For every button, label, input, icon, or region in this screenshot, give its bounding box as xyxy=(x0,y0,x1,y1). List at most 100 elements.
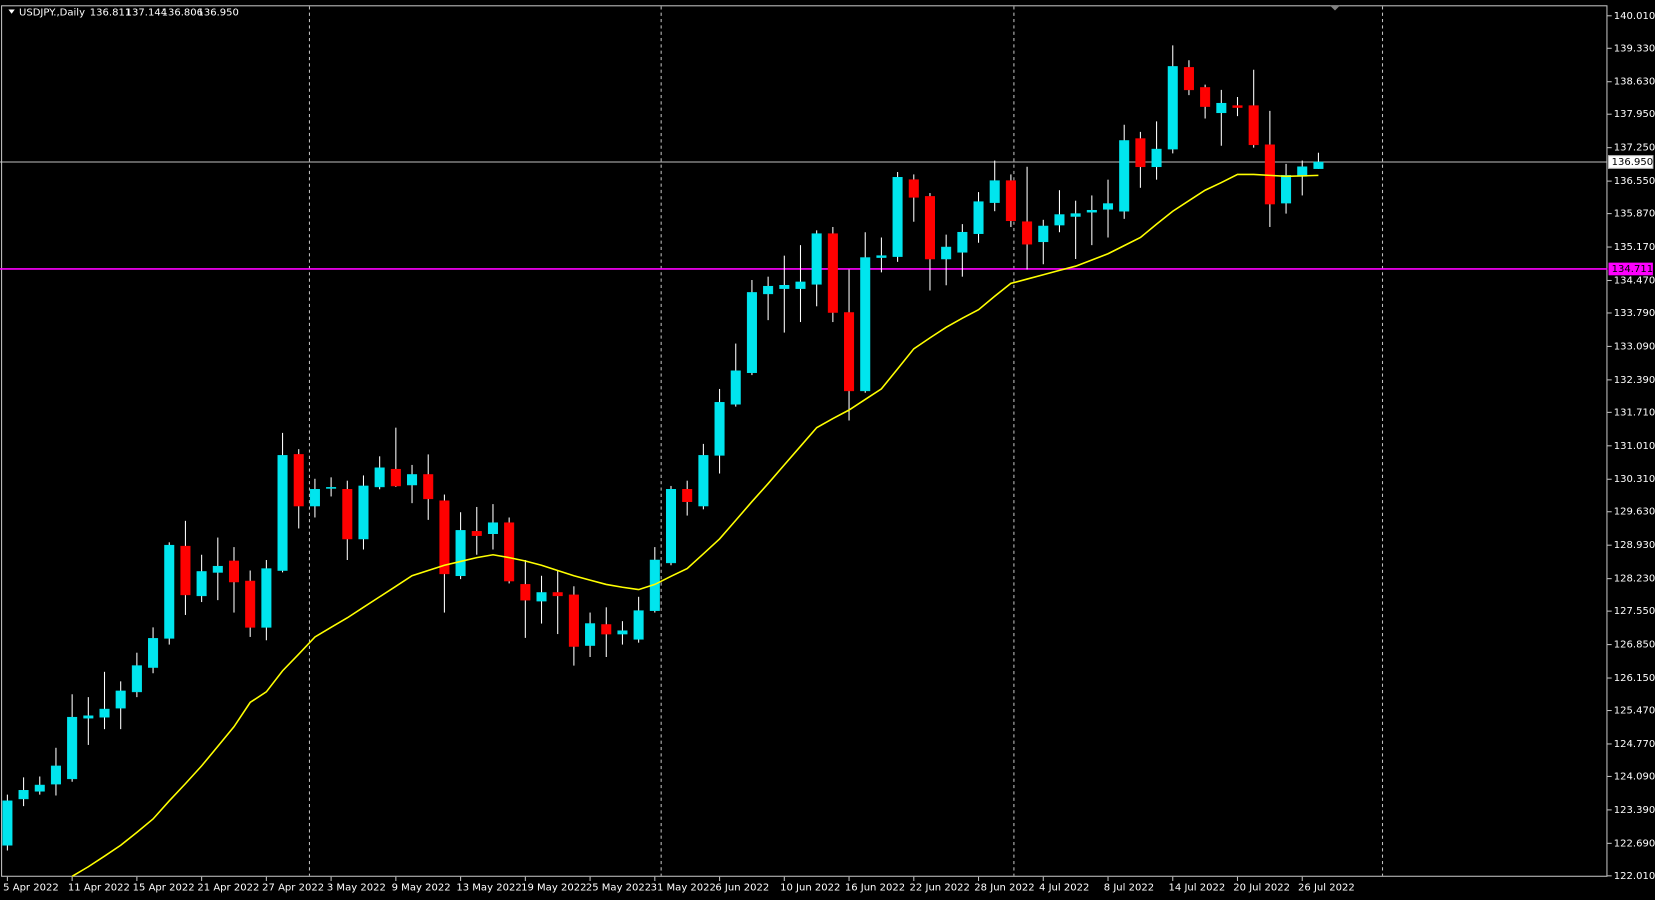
candle-body xyxy=(228,560,240,583)
candle-body xyxy=(714,402,725,456)
x-tick-label: 10 Jun 2022 xyxy=(780,882,840,893)
y-tick-label: 136.550 xyxy=(1614,176,1655,187)
candle-body xyxy=(1022,221,1033,245)
y-tick-label: 125.470 xyxy=(1614,706,1655,717)
x-tick-label: 19 May 2022 xyxy=(521,882,586,893)
x-tick-label: 13 May 2022 xyxy=(456,882,521,893)
candle-body xyxy=(504,522,515,582)
y-tick-label: 138.630 xyxy=(1614,77,1655,88)
candle-body xyxy=(892,177,903,257)
candle-body xyxy=(601,624,612,635)
candle-body xyxy=(439,500,450,575)
candle-body xyxy=(83,715,94,719)
candle-body xyxy=(795,281,806,289)
y-tick-label: 130.310 xyxy=(1614,474,1655,485)
y-tick-label: 128.230 xyxy=(1614,574,1655,585)
y-tick-label: 124.770 xyxy=(1614,739,1655,750)
plot-area xyxy=(0,45,1608,877)
candle-body xyxy=(277,455,288,571)
candle-body xyxy=(67,716,78,780)
moving-average-line xyxy=(71,173,1319,877)
candle-body xyxy=(50,765,61,785)
candle-body xyxy=(746,292,757,373)
x-tick-label: 21 Apr 2022 xyxy=(197,882,259,893)
y-tick-label: 131.010 xyxy=(1614,441,1655,452)
candle-body xyxy=(423,474,434,500)
x-tick-label: 27 Apr 2022 xyxy=(262,882,324,893)
level-label: 134.711 xyxy=(1612,264,1653,275)
candle-body xyxy=(698,455,709,507)
candle-body xyxy=(779,285,790,289)
candle-body xyxy=(374,467,385,488)
header-close: 136.950 xyxy=(198,8,239,19)
x-tick-label: 14 Jul 2022 xyxy=(1169,882,1226,893)
ohlc-header: 136.811 137.144 136.806 136.950 xyxy=(90,8,239,19)
candle-body xyxy=(1119,140,1130,212)
x-tick-label: 31 May 2022 xyxy=(651,882,716,893)
candle-body xyxy=(455,530,466,577)
candle-body xyxy=(131,665,142,693)
candle-body xyxy=(115,690,126,709)
header-low: 136.806 xyxy=(162,8,203,19)
y-tick-label: 131.710 xyxy=(1614,407,1655,418)
y-tick-label: 137.950 xyxy=(1614,109,1655,120)
candle-body xyxy=(212,565,223,573)
period-separators xyxy=(308,6,1384,876)
candle-body xyxy=(827,233,838,313)
candle-body xyxy=(1200,87,1211,107)
candle-body xyxy=(1216,102,1227,114)
candle-body xyxy=(245,580,256,628)
candle-body xyxy=(1054,214,1065,226)
candle-body xyxy=(924,196,935,260)
x-tick-label: 9 May 2022 xyxy=(392,882,451,893)
candle-body xyxy=(520,584,531,601)
candle-body xyxy=(682,489,693,502)
candle-body xyxy=(1038,225,1049,243)
x-tick-label: 5 Apr 2022 xyxy=(3,882,59,893)
y-tick-label: 135.170 xyxy=(1614,242,1655,253)
x-tick-label: 28 Jun 2022 xyxy=(974,882,1034,893)
x-tick-label: 11 Apr 2022 xyxy=(68,882,130,893)
candle-body xyxy=(1297,166,1308,177)
candle-body xyxy=(1151,148,1162,168)
x-tick-label: 3 May 2022 xyxy=(327,882,386,893)
candle-body xyxy=(568,594,579,647)
candle-body xyxy=(811,233,822,285)
y-tick-label: 122.690 xyxy=(1614,838,1655,849)
y-tick-label: 133.090 xyxy=(1614,341,1655,352)
candle-body xyxy=(18,790,29,800)
candle-body xyxy=(860,257,871,392)
menu-arrow[interactable] xyxy=(8,9,15,14)
candle-body xyxy=(1102,203,1114,210)
price-label: 136.950 xyxy=(1612,157,1653,168)
candle-body xyxy=(1183,67,1194,91)
shift-marker[interactable] xyxy=(1329,5,1341,11)
candle-body xyxy=(99,708,110,718)
candle-body xyxy=(665,489,677,564)
candle-body xyxy=(973,201,984,234)
y-tick-label: 124.090 xyxy=(1614,771,1655,782)
candle-body xyxy=(148,638,159,668)
level-label-box xyxy=(1608,262,1653,276)
candle-body xyxy=(471,531,482,536)
x-tick-label: 6 Jun 2022 xyxy=(715,882,769,893)
x-tick-label: 16 Jun 2022 xyxy=(845,882,905,893)
candle-body xyxy=(180,545,191,596)
candle-body xyxy=(1248,105,1259,146)
candle-body xyxy=(487,522,498,534)
x-tick-label: 15 Apr 2022 xyxy=(133,882,195,893)
y-tick-label: 140.010 xyxy=(1614,11,1655,22)
y-tick-label: 128.930 xyxy=(1614,540,1655,551)
x-tick-label: 22 Jun 2022 xyxy=(910,882,970,893)
x-tick-label: 26 Jul 2022 xyxy=(1298,882,1355,893)
candle-body xyxy=(1086,209,1097,213)
candle-body xyxy=(617,630,628,635)
candle-body xyxy=(1135,138,1146,168)
y-tick-label: 137.250 xyxy=(1614,143,1655,154)
price-label-box xyxy=(1608,155,1654,169)
candle-body xyxy=(876,255,887,258)
candle-body xyxy=(1281,175,1292,204)
